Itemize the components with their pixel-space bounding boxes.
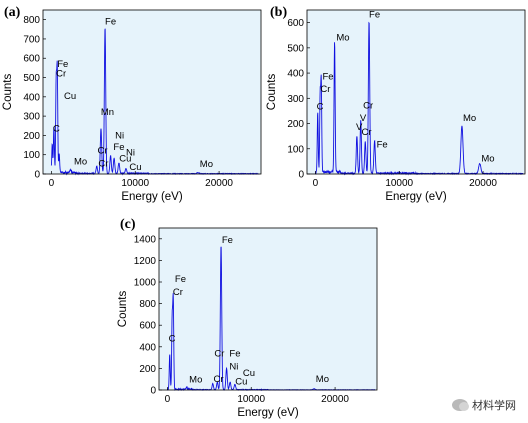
peak-label: Mo bbox=[481, 153, 494, 164]
peak-label: Cr bbox=[362, 127, 372, 138]
y-tick-label: 1400 bbox=[134, 234, 157, 245]
y-tick-label: 800 bbox=[23, 15, 40, 26]
x-tick-label: 10000 bbox=[237, 394, 265, 405]
peak-label: Fe bbox=[113, 142, 124, 153]
y-tick-label: 800 bbox=[139, 299, 156, 310]
y-tick-label: 400 bbox=[23, 92, 40, 103]
peak-label: C bbox=[169, 333, 176, 344]
peak-label: C bbox=[53, 124, 60, 135]
x-tick-label: 20000 bbox=[469, 178, 497, 189]
panel-label: (c) bbox=[120, 217, 136, 232]
x-axis-title: Energy (eV) bbox=[385, 191, 447, 203]
peak-label: V bbox=[356, 122, 363, 133]
panel-2: 0 200 400 600 800 1000 1200 1400 0 10000 20000 Ener… bbox=[117, 217, 378, 419]
peak-label: Mo bbox=[336, 32, 349, 43]
y-axis-title: Counts bbox=[2, 74, 14, 111]
watermark-text: 材料学网 bbox=[472, 400, 516, 412]
y-tick-label: 0 bbox=[34, 170, 40, 181]
peak-label: Cr bbox=[173, 287, 183, 298]
y-tick-label: 200 bbox=[23, 131, 40, 142]
peak-label: V bbox=[360, 113, 367, 124]
panel-0: 0 100 200 300 400 500 600 700 800 0 10000 20000 Ener… bbox=[2, 5, 262, 203]
peak-label: Cr bbox=[214, 374, 224, 385]
peak-label: Cu bbox=[235, 377, 247, 388]
peak-label: Fe bbox=[369, 10, 380, 21]
y-tick-label: 600 bbox=[139, 321, 156, 332]
peak-label: Fe bbox=[222, 235, 233, 246]
plot-background bbox=[307, 10, 525, 174]
y-tick-label: 700 bbox=[23, 34, 40, 45]
y-tick-label: 1000 bbox=[134, 278, 157, 289]
plot-background bbox=[43, 10, 261, 174]
y-tick-label: 100 bbox=[23, 150, 40, 161]
peak-label: Fe bbox=[57, 59, 68, 70]
y-axis-title: Counts bbox=[266, 74, 278, 111]
y-tick-label: 600 bbox=[287, 18, 304, 29]
watermark: 材料学网 bbox=[452, 397, 516, 413]
plot-frame bbox=[42, 9, 262, 175]
y-tick-label: 500 bbox=[23, 73, 40, 84]
x-axis-title: Energy (eV) bbox=[121, 191, 183, 203]
peak-label: Mo bbox=[463, 113, 476, 124]
plot-frame bbox=[158, 227, 378, 391]
panel-1: 0 100 200 300 400 500 600 0 10000 20000 Energy (eV… bbox=[266, 5, 526, 203]
peak-label: Ni bbox=[126, 148, 135, 159]
panel-label: (b) bbox=[270, 5, 287, 20]
x-tick-label: 0 bbox=[313, 178, 319, 189]
peak-label: Mo bbox=[200, 159, 213, 170]
plot-frame bbox=[306, 9, 526, 175]
y-tick-label: 0 bbox=[298, 170, 304, 181]
x-tick-label: 20000 bbox=[205, 178, 233, 189]
y-tick-label: 0 bbox=[150, 386, 156, 397]
peak-label: Cu bbox=[129, 162, 141, 173]
y-tick-label: 1200 bbox=[134, 256, 157, 267]
peak-label: Ni bbox=[229, 361, 238, 372]
peak-label: Cr bbox=[98, 158, 108, 169]
peak-label: Cr bbox=[320, 84, 330, 95]
peak-label: Cr bbox=[56, 69, 66, 80]
y-tick-label: 600 bbox=[23, 54, 40, 65]
peak-label: Fe bbox=[229, 349, 240, 360]
x-tick-label: 10000 bbox=[121, 178, 149, 189]
wechat-icon bbox=[452, 399, 469, 411]
y-tick-label: 300 bbox=[23, 112, 40, 123]
plot-background bbox=[159, 228, 377, 390]
peak-label: Fe bbox=[323, 71, 334, 82]
x-tick-label: 20000 bbox=[321, 394, 349, 405]
y-tick-label: 300 bbox=[287, 94, 304, 105]
x-tick-label: 10000 bbox=[385, 178, 413, 189]
panel-label: (a) bbox=[4, 5, 21, 20]
x-tick-label: 0 bbox=[49, 178, 55, 189]
y-tick-label: 200 bbox=[287, 119, 304, 130]
y-axis-title: Counts bbox=[117, 291, 129, 328]
peak-label: Fe bbox=[105, 16, 116, 27]
y-tick-label: 400 bbox=[139, 342, 156, 353]
peak-label: Cu bbox=[64, 91, 76, 102]
peak-label: Mo bbox=[189, 374, 202, 385]
peak-label: Cu bbox=[119, 153, 131, 164]
y-tick-label: 400 bbox=[287, 69, 304, 80]
x-axis-title: Energy (eV) bbox=[237, 407, 299, 419]
peak-label: Mn bbox=[101, 107, 114, 118]
peak-label: Mo bbox=[74, 156, 87, 167]
peak-label: Ni bbox=[115, 130, 124, 141]
peak-label: Cr bbox=[363, 100, 373, 111]
peak-label: Fe bbox=[175, 274, 186, 285]
y-tick-label: 500 bbox=[287, 43, 304, 54]
y-tick-label: 100 bbox=[287, 144, 304, 155]
y-tick-label: 200 bbox=[139, 364, 156, 375]
peak-label: Mo bbox=[316, 374, 329, 385]
peak-label: Cr bbox=[98, 146, 108, 157]
peak-label: Cr bbox=[214, 349, 224, 360]
peak-label: Cu bbox=[243, 368, 255, 379]
peak-label: Fe bbox=[377, 140, 388, 151]
peak-label: C bbox=[317, 102, 324, 113]
x-tick-label: 0 bbox=[165, 394, 171, 405]
